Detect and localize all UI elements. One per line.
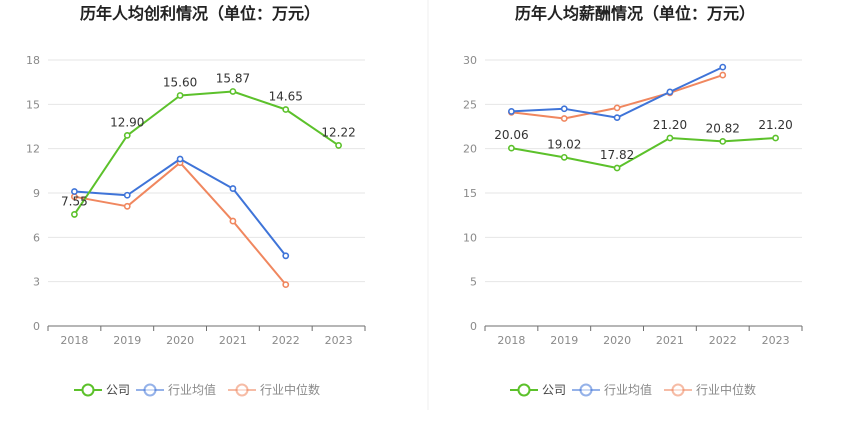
y-tick-label: 3 xyxy=(33,276,40,289)
x-tick-label: 2018 xyxy=(60,334,88,347)
data-point-industry_avg xyxy=(560,105,568,113)
y-tick-label: 12 xyxy=(26,143,40,156)
legend-item-industry_median: 行业中位数 xyxy=(228,382,320,397)
data-point-company xyxy=(719,137,727,145)
data-point-industry_avg xyxy=(282,252,290,260)
x-tick-label: 2020 xyxy=(166,334,194,347)
series-line-company xyxy=(73,90,340,215)
y-tick-label: 30 xyxy=(463,54,477,67)
data-label: 14.65 xyxy=(269,90,303,104)
series-line-industry_avg xyxy=(74,158,287,257)
data-label: 21.20 xyxy=(758,118,792,132)
y-tick-label: 15 xyxy=(26,98,40,111)
data-label: 12.90 xyxy=(110,115,144,129)
data-point-company xyxy=(229,88,237,95)
data-point-industry_median xyxy=(229,217,237,225)
data-label: 20.82 xyxy=(706,121,740,135)
x-tick-label: 2021 xyxy=(219,334,247,347)
legend-marker xyxy=(517,383,531,397)
series-line-industry_median xyxy=(74,161,287,286)
y-tick-label: 15 xyxy=(463,187,477,200)
data-label: 20.06 xyxy=(494,128,528,142)
legend-label: 公司 xyxy=(542,383,566,397)
y-tick-label: 5 xyxy=(470,276,477,289)
legend-item-industry_avg: 行业均值 xyxy=(136,382,216,397)
data-point-company xyxy=(613,164,621,172)
data-point-industry_avg xyxy=(229,185,237,192)
data-point-company xyxy=(666,134,674,142)
data-point-industry_median xyxy=(719,71,727,79)
data-point-industry_median xyxy=(613,104,621,112)
data-point-industry_avg xyxy=(71,188,78,195)
x-tick-label: 2018 xyxy=(497,334,525,347)
x-tick-label: 2019 xyxy=(550,334,578,347)
data-label: 15.60 xyxy=(163,75,197,89)
data-label: 7.55 xyxy=(61,194,88,208)
legend-marker xyxy=(235,383,249,397)
chart-title: 历年人均创利情况（单位：万元） xyxy=(80,4,320,23)
legend-label: 行业均值 xyxy=(168,382,216,397)
data-point-industry_avg xyxy=(123,191,131,199)
legend-item-company: 公司 xyxy=(510,383,566,397)
data-label: 19.02 xyxy=(547,137,581,151)
x-tick-label: 2019 xyxy=(113,334,141,347)
y-tick-label: 20 xyxy=(463,143,477,156)
legend-item-company: 公司 xyxy=(74,383,130,397)
legend-label: 行业均值 xyxy=(604,382,652,397)
data-point-industry_avg xyxy=(719,63,727,71)
y-tick-label: 6 xyxy=(33,231,40,244)
x-tick-label: 2022 xyxy=(272,334,300,347)
y-tick-label: 0 xyxy=(33,320,40,333)
data-point-company xyxy=(282,106,290,113)
chart-1: 历年人均创利情况（单位：万元） 0 3 6 9 12 15 18 2018 2019 2020 202… xyxy=(26,4,366,397)
legend-label: 公司 xyxy=(106,383,130,397)
data-point-industry_median xyxy=(123,202,131,210)
x-tick-label: 2021 xyxy=(656,334,684,347)
chart-title: 历年人均薪酬情况（单位：万元） xyxy=(515,4,755,23)
y-tick-label: 9 xyxy=(33,187,40,200)
series-line-company xyxy=(511,137,776,169)
legend-marker xyxy=(671,383,685,397)
data-label: 21.20 xyxy=(653,118,687,132)
legend-marker xyxy=(81,383,95,397)
y-tick-label: 18 xyxy=(26,54,40,67)
data-point-company xyxy=(176,92,184,99)
data-point-company xyxy=(335,142,342,149)
data-point-company xyxy=(71,211,78,218)
legend-label: 行业中位数 xyxy=(260,382,320,397)
y-tick-label: 0 xyxy=(470,320,477,333)
data-point-industry_avg xyxy=(666,88,674,96)
data-point-industry_avg xyxy=(508,108,515,115)
y-tick-label: 10 xyxy=(463,231,477,244)
chart-2: 历年人均薪酬情况（单位：万元） 0 5 10 15 20 25 30 2018 2019 2020 2… xyxy=(463,4,803,397)
data-label: 17.82 xyxy=(600,148,634,162)
legend-marker xyxy=(579,383,593,397)
data-point-industry_avg xyxy=(613,114,621,122)
data-label: 12.22 xyxy=(321,125,355,139)
legend-label: 行业中位数 xyxy=(696,382,756,397)
y-tick-label: 25 xyxy=(463,98,477,111)
data-label: 15.87 xyxy=(216,71,250,85)
data-point-industry_avg xyxy=(176,155,184,163)
legend-item-industry_median: 行业中位数 xyxy=(664,382,756,397)
x-tick-label: 2023 xyxy=(762,334,790,347)
data-point-industry_median xyxy=(282,281,290,289)
data-point-company xyxy=(508,144,515,152)
data-point-industry_median xyxy=(560,115,568,122)
data-point-company xyxy=(123,131,131,139)
data-point-company xyxy=(772,134,779,142)
legend-marker xyxy=(143,383,157,397)
x-tick-label: 2020 xyxy=(603,334,631,347)
x-tick-label: 2023 xyxy=(325,334,353,347)
legend-item-industry_avg: 行业均值 xyxy=(572,382,652,397)
x-tick-label: 2022 xyxy=(709,334,737,347)
data-point-company xyxy=(560,153,568,161)
